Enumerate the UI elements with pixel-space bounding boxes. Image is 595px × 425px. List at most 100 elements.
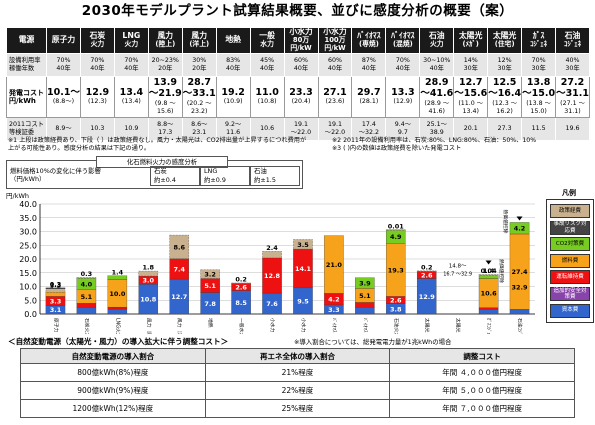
bar-segment bbox=[45, 288, 66, 293]
x-tick-label: 太陽光（住宅） bbox=[455, 318, 462, 334]
cost-2011-value: 8.9～ bbox=[55, 124, 72, 132]
capacity-cell: 45% 40年 bbox=[249, 52, 285, 77]
gen-cost-cell: 12.9 (12.3) bbox=[79, 75, 115, 118]
gen-cost-value: 10.1～ bbox=[47, 86, 80, 98]
bar-value-label: 10.6 bbox=[481, 290, 498, 298]
gen-cost-value: 12.9 bbox=[85, 86, 110, 98]
capacity-cell: 70% 40年 bbox=[113, 52, 149, 77]
gen-cost-cell: 12.7 ～15.6 (11.0 ～13.4) bbox=[453, 75, 489, 118]
sensitivity-coal-value: 約±0.4 bbox=[154, 176, 176, 184]
cost-2011-sub: ～22.0 bbox=[324, 128, 346, 136]
x-tick-label: 原子力 bbox=[52, 318, 59, 333]
header-main: 小水力 bbox=[323, 27, 347, 36]
header-10: ﾊﾞｲｵﾏｽ (専焼) bbox=[351, 27, 387, 54]
capacity-sub: 20年 bbox=[192, 64, 207, 72]
bar-value-label: 12.8 bbox=[264, 272, 281, 280]
gen-cost-sub: (13.8 ～15.0) bbox=[526, 100, 551, 115]
bar-value-label: 0.04 bbox=[481, 267, 498, 275]
cost-2011-cell: 19.1 ～22.0 bbox=[283, 116, 319, 141]
capacity-cell: 30% 20年 bbox=[181, 52, 217, 77]
grid-cost-cell: 800億kWh(8%)程度 bbox=[20, 363, 206, 382]
capacity-sub: 40年 bbox=[226, 64, 241, 72]
x-tick-label: 一般水力 bbox=[238, 318, 245, 334]
capacity-cell: 60% 40年 bbox=[317, 52, 353, 77]
y-tick-label: 40.0 bbox=[19, 200, 37, 209]
sensitivity-coal: 石炭 約±0.4 bbox=[150, 166, 200, 186]
header-4: 風力 (陸上) bbox=[147, 27, 183, 54]
capacity-cell: 14% 30年 bbox=[453, 52, 489, 77]
sensitivity-lng-value: 約±0.9 bbox=[204, 176, 226, 184]
cost-2011-sub: 23.1 bbox=[192, 128, 207, 136]
bar-value-label: 3.3 bbox=[50, 297, 62, 305]
x-tick-label: ﾊﾞｲｵﾏｽ（専焼） bbox=[331, 318, 338, 334]
bar-value-label: 7.4 bbox=[173, 265, 185, 273]
sensitivity-description: 燃料価格10%の変化に伴う影響 （円/kWh） bbox=[10, 167, 101, 183]
gen-cost-row: 発電コスト 円/kWh 10.1～ (8.8～) 12.9 (12.3) 13.4 (13.… bbox=[6, 75, 590, 118]
gen-cost-cell: 29.7 (28.1) bbox=[351, 75, 387, 118]
bar-value-label: 10.0 bbox=[109, 290, 126, 298]
bar-value-label: 0.2 bbox=[421, 263, 433, 271]
cost-2011-cell: 20.1 bbox=[453, 116, 489, 141]
header-16: 石油 ｺｼﾞｪﾈ bbox=[555, 27, 590, 54]
bar-value-label: 2.6 bbox=[421, 271, 433, 279]
gen-cost-value: 23.3 bbox=[289, 86, 313, 98]
cost-2011-value: 19.1 bbox=[327, 121, 342, 129]
cost-2011-value: 19.6 bbox=[565, 124, 580, 132]
cost-2011-value: 10.9 bbox=[124, 124, 139, 132]
capacity-cell: 70% 30年 bbox=[521, 52, 557, 77]
grid-cost-cell: 年間 ５,０００億円程度 bbox=[389, 381, 575, 400]
capacity-value: 30~10% bbox=[423, 57, 451, 65]
header-main: LNG bbox=[122, 30, 141, 40]
capacity-cell: 12% 30年 bbox=[487, 52, 523, 77]
header-main: 風力 bbox=[157, 30, 174, 40]
x-tick-label: 石油ｺｼﾞｪﾈ bbox=[517, 318, 524, 334]
grid-cost-cell: 年間 ４,０００億円程度 bbox=[389, 363, 575, 382]
gen-cost-sub: (28.1) bbox=[359, 98, 379, 106]
gen-cost-sub: (9.8 ～15.6) bbox=[154, 100, 176, 115]
grid-cost-header: 再エネ全体の導入割合 bbox=[204, 348, 391, 364]
cost-2011-cell: 8.6～ 23.1 bbox=[181, 116, 217, 141]
header-main: 電源 bbox=[18, 34, 35, 44]
cost-2011-value: 20.1 bbox=[463, 124, 478, 132]
legend-item: 追加的安全対策費 bbox=[550, 287, 590, 301]
capacity-value: 70% bbox=[531, 57, 546, 65]
header-main: ﾊﾞｲｵﾏｽ bbox=[391, 30, 415, 40]
header-label: 電源 bbox=[6, 27, 47, 54]
solar-house-label: 14.8～ bbox=[449, 263, 467, 269]
gen-cost-sub: (12.3 ～16.2) bbox=[492, 100, 518, 115]
bar-segment bbox=[107, 275, 128, 280]
bar-value-label: 9.5 bbox=[297, 297, 309, 305]
gen-cost-cell: 28.9 ～41.6 (28.9 ～41.6) bbox=[419, 75, 455, 118]
bar-value-label: 19.3 bbox=[388, 266, 404, 274]
capacity-sub: 30年 bbox=[565, 64, 580, 72]
bar-value-label: 5.1 bbox=[359, 292, 371, 300]
grid-cost-cell: 1200億kWh(12%)程度 bbox=[20, 399, 206, 418]
gen-cost-cell: 13.3 (12.9) bbox=[385, 75, 421, 118]
cost-2011-value: 19.1 bbox=[294, 121, 309, 129]
header-main: 地熱 bbox=[225, 34, 241, 44]
gen-cost-value: 11.0 bbox=[255, 86, 279, 98]
capacity-sub: 40年 bbox=[259, 64, 275, 72]
page-title: 2030年モデルプラント試算結果概要、並びに感度分析の概要（案） bbox=[81, 3, 514, 19]
x-tick-label: 太陽光（ﾒｶﾞ） bbox=[424, 318, 431, 334]
gen-cost-value: 13.9 ～21.9 bbox=[148, 77, 182, 100]
header-8: 小水力 80万円/kW bbox=[283, 27, 319, 54]
bar-value-label: 3.2 bbox=[204, 271, 216, 279]
y-tick-label: 0.0 bbox=[24, 310, 37, 319]
y-tick-label: 10.0 bbox=[19, 283, 37, 292]
header-15: ｶﾞｽ ｺｼﾞｪﾈ bbox=[521, 27, 557, 54]
header-sub: 火力 bbox=[90, 39, 105, 48]
capacity-sub: 30年 bbox=[463, 64, 478, 72]
grid-cost-title: ＜自然変動電源（太陽光・風力）の導入拡大に伴う調整コスト＞ bbox=[8, 337, 229, 346]
cost-2011-cell: 11.5 bbox=[521, 116, 557, 141]
capacity-cell: 87% 40年 bbox=[351, 52, 387, 77]
grid-cost-row: 800億kWh(8%)程度 21%程度 年間 ４,０００億円程度 bbox=[20, 363, 575, 382]
y-tick-label: 20.0 bbox=[19, 255, 37, 264]
bar-value-label: 21.0 bbox=[326, 261, 343, 269]
solar-house-label: 16.7 ～32.9 bbox=[443, 272, 472, 278]
bar-segment bbox=[138, 270, 159, 277]
bar-segment bbox=[355, 302, 375, 308]
sensitivity-oil: 石油 約±1.5 bbox=[250, 166, 300, 186]
x-tick-label: 石油火力 bbox=[393, 318, 400, 334]
header-12: 石油 火力 bbox=[419, 27, 455, 54]
